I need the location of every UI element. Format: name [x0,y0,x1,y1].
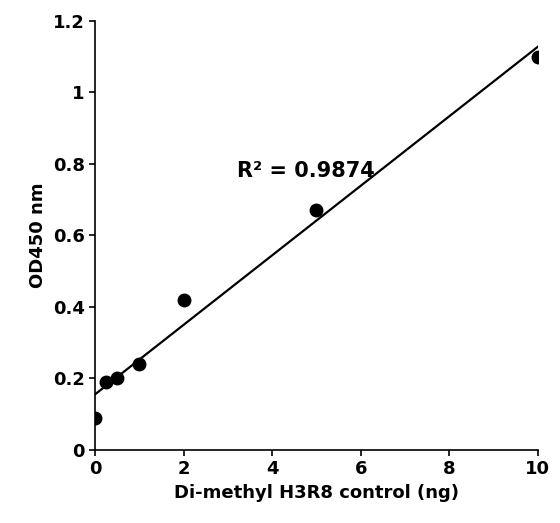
Text: R² = 0.9874: R² = 0.9874 [237,161,375,181]
Point [102,378,111,386]
Point [533,52,542,61]
Y-axis label: OD450 nm: OD450 nm [29,183,47,288]
Point [91,413,100,422]
Point [312,206,321,214]
Point [179,295,188,304]
X-axis label: Di-methyl H3R8 control (ng): Di-methyl H3R8 control (ng) [174,484,459,502]
Point [135,360,144,368]
Point [113,374,122,382]
